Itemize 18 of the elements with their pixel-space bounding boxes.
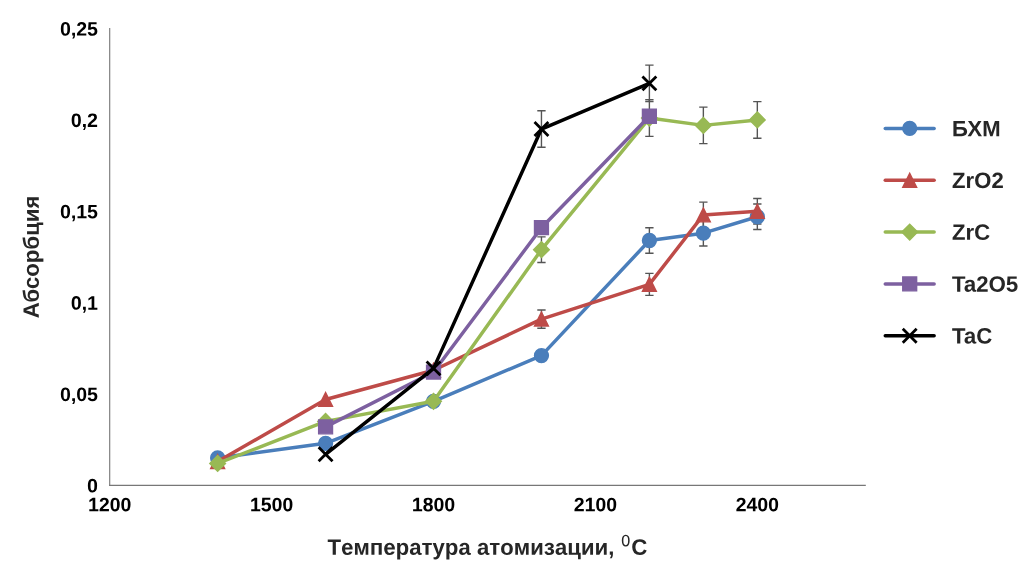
legend-label: БХМ	[953, 120, 1000, 137]
x-tick-label: 1200	[89, 497, 131, 512]
y-tick-label: 0,05	[60, 387, 98, 405]
y-tick-label: 0,25	[60, 22, 98, 39]
x-tick-label: 2400	[736, 497, 779, 512]
x-tick-label: 1500	[251, 497, 293, 512]
x-tick-label: 1800	[413, 497, 455, 512]
legend-label: ZrC	[952, 224, 990, 241]
legend-label: TaC	[952, 327, 992, 344]
y-tick-label: 0	[87, 478, 98, 493]
legend-label: ZrO2	[952, 172, 1003, 189]
x-tick-label: 2100	[574, 497, 617, 512]
y-tick-label: 0,1	[71, 296, 98, 313]
y-tick-label: 0,15	[60, 204, 98, 222]
y-axis-title: Абсорбция	[22, 197, 44, 318]
y-tick-label: 0,2	[71, 113, 98, 130]
x-axis-title: Температура атомизации, $^{0}$C	[327, 534, 647, 560]
legend-label: Ta2O5	[952, 276, 1018, 292]
